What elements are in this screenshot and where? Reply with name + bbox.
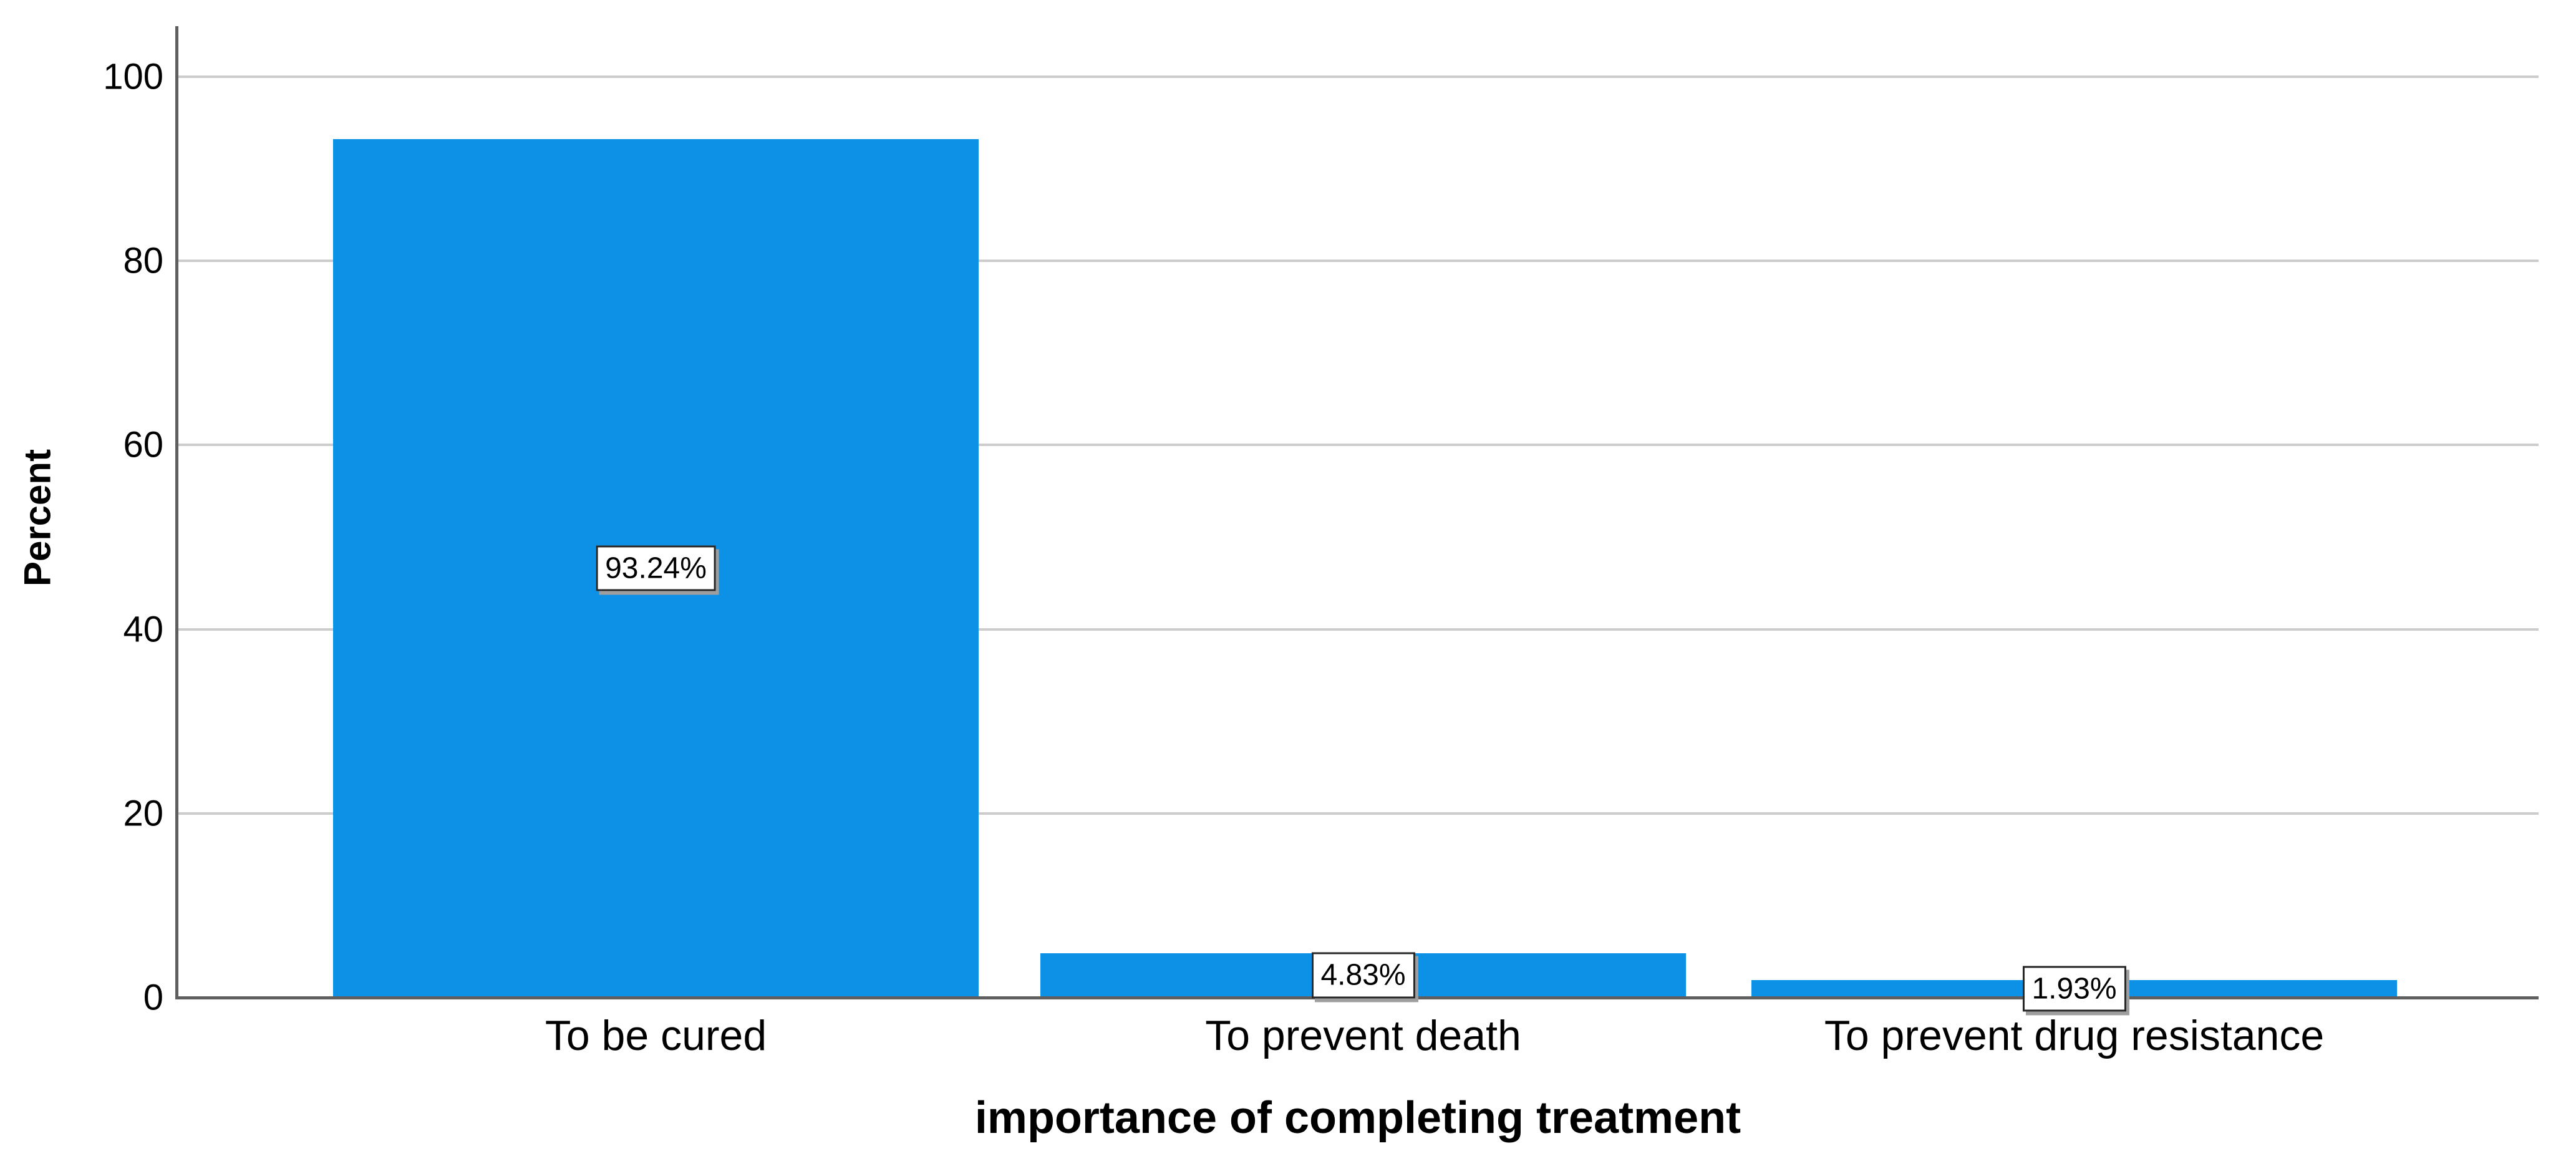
gridline-100	[178, 75, 2539, 78]
bar-value-label-1: 93.24%	[596, 545, 716, 591]
gridline-80	[178, 260, 2539, 263]
category-label-1: To be cured	[545, 1012, 767, 1059]
y-tick-label-0: 0	[143, 977, 163, 1018]
y-tick-label-100: 100	[103, 56, 163, 97]
bar-value-label-3: 1.93%	[2022, 966, 2126, 1012]
y-axis-title: Percent	[16, 449, 59, 587]
gridline-20	[178, 812, 2539, 815]
y-tick-label-80: 80	[123, 240, 163, 281]
category-label-2: To prevent death	[1205, 1012, 1521, 1059]
category-label-3: To prevent drug resistance	[1824, 1012, 2325, 1059]
x-axis-title: importance of completing treatment	[974, 1093, 1741, 1143]
y-tick-label-20: 20	[123, 793, 163, 834]
y-tick-label-60: 60	[123, 424, 163, 465]
bar-value-label-2: 4.83%	[1311, 952, 1415, 998]
y-axis-line	[175, 26, 178, 999]
gridline-60	[178, 444, 2539, 447]
y-tick-label-40: 40	[123, 609, 163, 650]
gridline-40	[178, 628, 2539, 631]
